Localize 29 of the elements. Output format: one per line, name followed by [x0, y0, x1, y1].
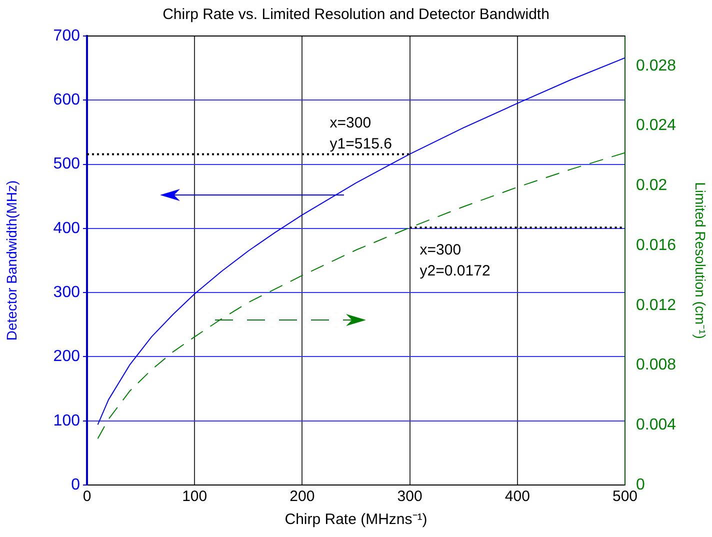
y-tick-label: 300: [53, 284, 80, 301]
x-tick-label: 0: [82, 488, 92, 506]
x-tick-label: 400: [504, 488, 530, 506]
x-tick-label: 500: [612, 488, 638, 506]
line-series: [97, 152, 625, 440]
y-tick-label: 600: [53, 92, 80, 109]
y-tick-label: 100: [53, 412, 80, 430]
y2-tick-label: 0.024: [636, 117, 676, 134]
annotation: x=300 y2=0.0172: [420, 241, 490, 280]
y-tick-label: 200: [53, 348, 80, 366]
x-axis-title: Chirp Rate (MHzns⁻¹): [284, 511, 428, 528]
y2-tick-label: 0.028: [636, 57, 676, 74]
annotation: x=300 y1=515.6: [330, 114, 392, 152]
y2-tick-label: 0.012: [636, 296, 676, 314]
chart-title: Chirp Rate vs. Limited Resolution and Detector Bandwidth: [162, 6, 550, 24]
x-tick-label: 300: [397, 488, 422, 506]
x-tick-label: 100: [182, 488, 208, 506]
y2-tick-label: 0.004: [636, 416, 676, 434]
y2-tick-label: 0: [636, 476, 645, 494]
y-tick-label: 700: [53, 27, 80, 44]
x-tick-label: 200: [290, 488, 315, 506]
y2-tick-label: 0.008: [636, 356, 676, 374]
y2-tick-label: 0.02: [636, 177, 668, 194]
y2-tick-label: 0.016: [636, 236, 676, 254]
y-tick-label: 400: [53, 220, 80, 237]
y2-axis-title: Limited Resolution (cm⁻¹): [692, 182, 709, 339]
y-axis-title: Detector Bandwidth(MHz): [3, 180, 20, 341]
y-tick-label: 500: [53, 156, 80, 173]
y-tick-label: 0: [71, 476, 80, 494]
